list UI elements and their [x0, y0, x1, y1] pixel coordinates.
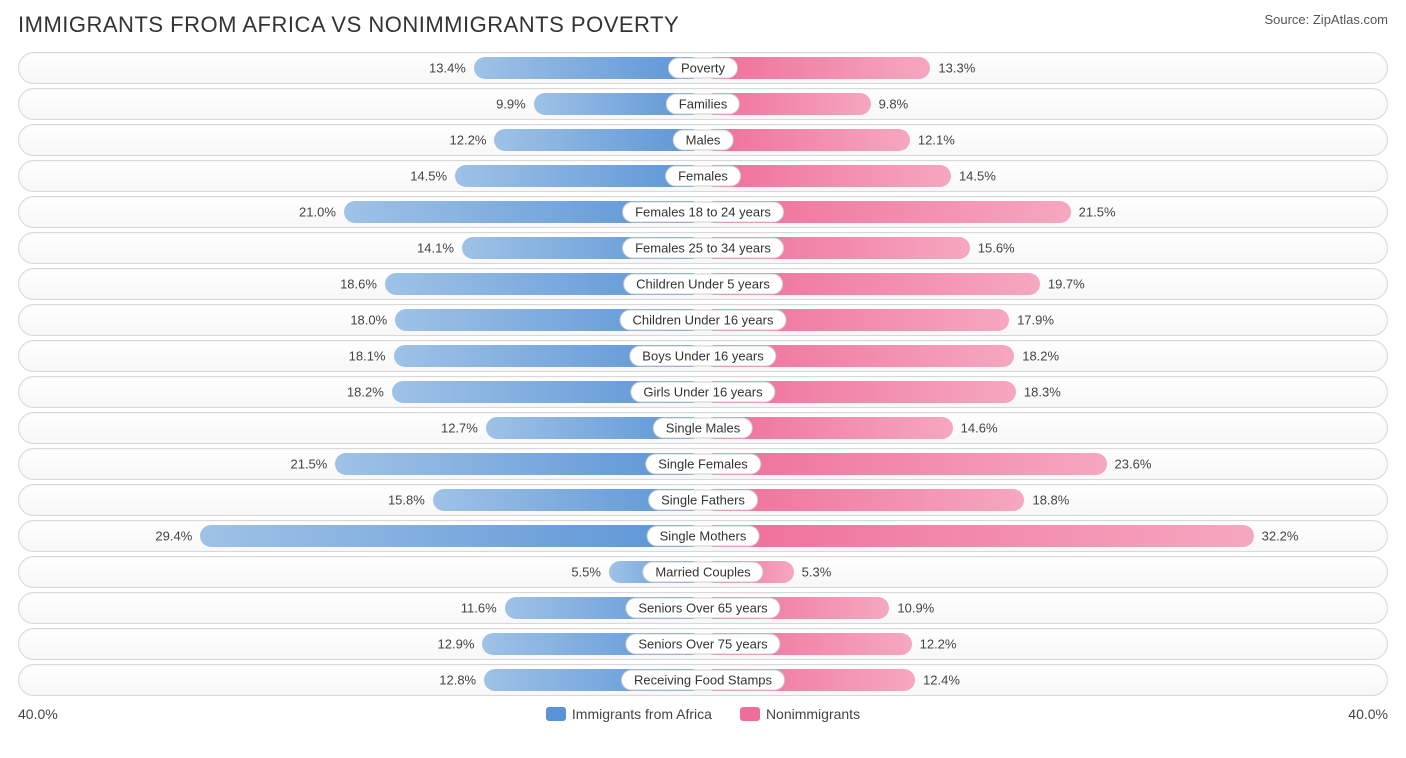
legend-swatch-right — [740, 707, 760, 721]
value-label-right: 18.3% — [1024, 385, 1061, 400]
chart-row: 21.0% 21.5% Females 18 to 24 years — [18, 196, 1388, 228]
value-label-right: 9.8% — [879, 97, 909, 112]
category-label: Boys Under 16 years — [629, 346, 776, 367]
value-label-right: 10.9% — [897, 601, 934, 616]
chart-row: 12.7% 14.6% Single Males — [18, 412, 1388, 444]
x-axis-max-left: 40.0% — [18, 706, 98, 722]
value-label-left: 12.7% — [441, 421, 478, 436]
value-label-right: 21.5% — [1079, 205, 1116, 220]
bar-right — [703, 129, 910, 151]
chart-row: 9.9% 9.8% Families — [18, 88, 1388, 120]
chart-row: 18.2% 18.3% Girls Under 16 years — [18, 376, 1388, 408]
value-label-right: 15.6% — [978, 241, 1015, 256]
chart-row: 14.5% 14.5% Females — [18, 160, 1388, 192]
category-label: Single Fathers — [648, 490, 758, 511]
value-label-left: 5.5% — [571, 565, 601, 580]
value-label-left: 12.9% — [438, 637, 475, 652]
chart-row: 15.8% 18.8% Single Fathers — [18, 484, 1388, 516]
legend-item-right: Nonimmigrants — [740, 706, 860, 722]
category-label: Married Couples — [642, 562, 763, 583]
diverging-bar-chart: 13.4%13.3%Poverty9.9%9.8%Families12.2%12… — [18, 52, 1388, 696]
bar-right — [703, 525, 1254, 547]
value-label-right: 19.7% — [1048, 277, 1085, 292]
category-label: Males — [673, 130, 734, 151]
category-label: Receiving Food Stamps — [621, 670, 785, 691]
value-label-left: 15.8% — [388, 493, 425, 508]
chart-row: 14.1% 15.6% Females 25 to 34 years — [18, 232, 1388, 264]
value-label-left: 13.4% — [429, 61, 466, 76]
category-label: Children Under 16 years — [620, 310, 787, 331]
chart-row: 18.6% 19.7% Children Under 5 years — [18, 268, 1388, 300]
category-label: Females 18 to 24 years — [622, 202, 784, 223]
category-label: Females — [665, 166, 741, 187]
value-label-right: 14.5% — [959, 169, 996, 184]
value-label-right: 14.6% — [961, 421, 998, 436]
value-label-left: 14.5% — [410, 169, 447, 184]
category-label: Families — [666, 94, 740, 115]
value-label-left: 18.0% — [350, 313, 387, 328]
value-label-left: 12.8% — [439, 673, 476, 688]
category-label: Children Under 5 years — [623, 274, 783, 295]
x-axis-max-right: 40.0% — [1308, 706, 1388, 722]
chart-row: 13.4% 13.3% Poverty — [18, 52, 1388, 84]
value-label-right: 17.9% — [1017, 313, 1054, 328]
chart-title: IMMIGRANTS FROM AFRICA VS NONIMMIGRANTS … — [18, 12, 679, 38]
header: IMMIGRANTS FROM AFRICA VS NONIMMIGRANTS … — [18, 12, 1388, 38]
value-label-left: 18.6% — [340, 277, 377, 292]
source-attribution: Source: ZipAtlas.com — [1264, 12, 1388, 27]
chart-row: 12.8% 12.4% Receiving Food Stamps — [18, 664, 1388, 696]
category-label: Poverty — [668, 58, 738, 79]
value-label-right: 18.8% — [1032, 493, 1069, 508]
chart-row: 12.2% 12.1% Males — [18, 124, 1388, 156]
legend: Immigrants from Africa Nonimmigrants — [546, 706, 860, 722]
chart-row: 21.5% 23.6% Single Females — [18, 448, 1388, 480]
value-label-right: 12.2% — [920, 637, 957, 652]
category-label: Girls Under 16 years — [630, 382, 775, 403]
chart-row: 11.6% 10.9% Seniors Over 65 years — [18, 592, 1388, 624]
bar-left — [200, 525, 703, 547]
bar-right — [703, 453, 1107, 475]
value-label-left: 21.5% — [290, 457, 327, 472]
chart-row: 5.5% 5.3% Married Couples — [18, 556, 1388, 588]
value-label-right: 23.6% — [1115, 457, 1152, 472]
value-label-left: 12.2% — [450, 133, 487, 148]
legend-label-left: Immigrants from Africa — [572, 706, 712, 722]
value-label-right: 5.3% — [802, 565, 832, 580]
category-label: Seniors Over 65 years — [625, 598, 780, 619]
chart-row: 18.0% 17.9% Children Under 16 years — [18, 304, 1388, 336]
value-label-right: 12.4% — [923, 673, 960, 688]
chart-row: 12.9% 12.2% Seniors Over 75 years — [18, 628, 1388, 660]
value-label-left: 11.6% — [461, 601, 497, 616]
category-label: Single Males — [653, 418, 753, 439]
value-label-right: 12.1% — [918, 133, 955, 148]
category-label: Seniors Over 75 years — [625, 634, 780, 655]
chart-row: 18.1% 18.2% Boys Under 16 years — [18, 340, 1388, 372]
value-label-right: 32.2% — [1262, 529, 1299, 544]
chart-row: 29.4% 32.2% Single Mothers — [18, 520, 1388, 552]
category-label: Single Females — [645, 454, 761, 475]
value-label-right: 18.2% — [1022, 349, 1059, 364]
value-label-left: 14.1% — [417, 241, 454, 256]
chart-footer: 40.0% Immigrants from Africa Nonimmigran… — [18, 706, 1388, 722]
legend-item-left: Immigrants from Africa — [546, 706, 712, 722]
value-label-right: 13.3% — [938, 61, 975, 76]
value-label-left: 18.1% — [349, 349, 386, 364]
value-label-left: 9.9% — [496, 97, 526, 112]
category-label: Females 25 to 34 years — [622, 238, 784, 259]
value-label-left: 18.2% — [347, 385, 384, 400]
value-label-left: 29.4% — [155, 529, 192, 544]
legend-label-right: Nonimmigrants — [766, 706, 860, 722]
category-label: Single Mothers — [647, 526, 760, 547]
legend-swatch-left — [546, 707, 566, 721]
value-label-left: 21.0% — [299, 205, 336, 220]
